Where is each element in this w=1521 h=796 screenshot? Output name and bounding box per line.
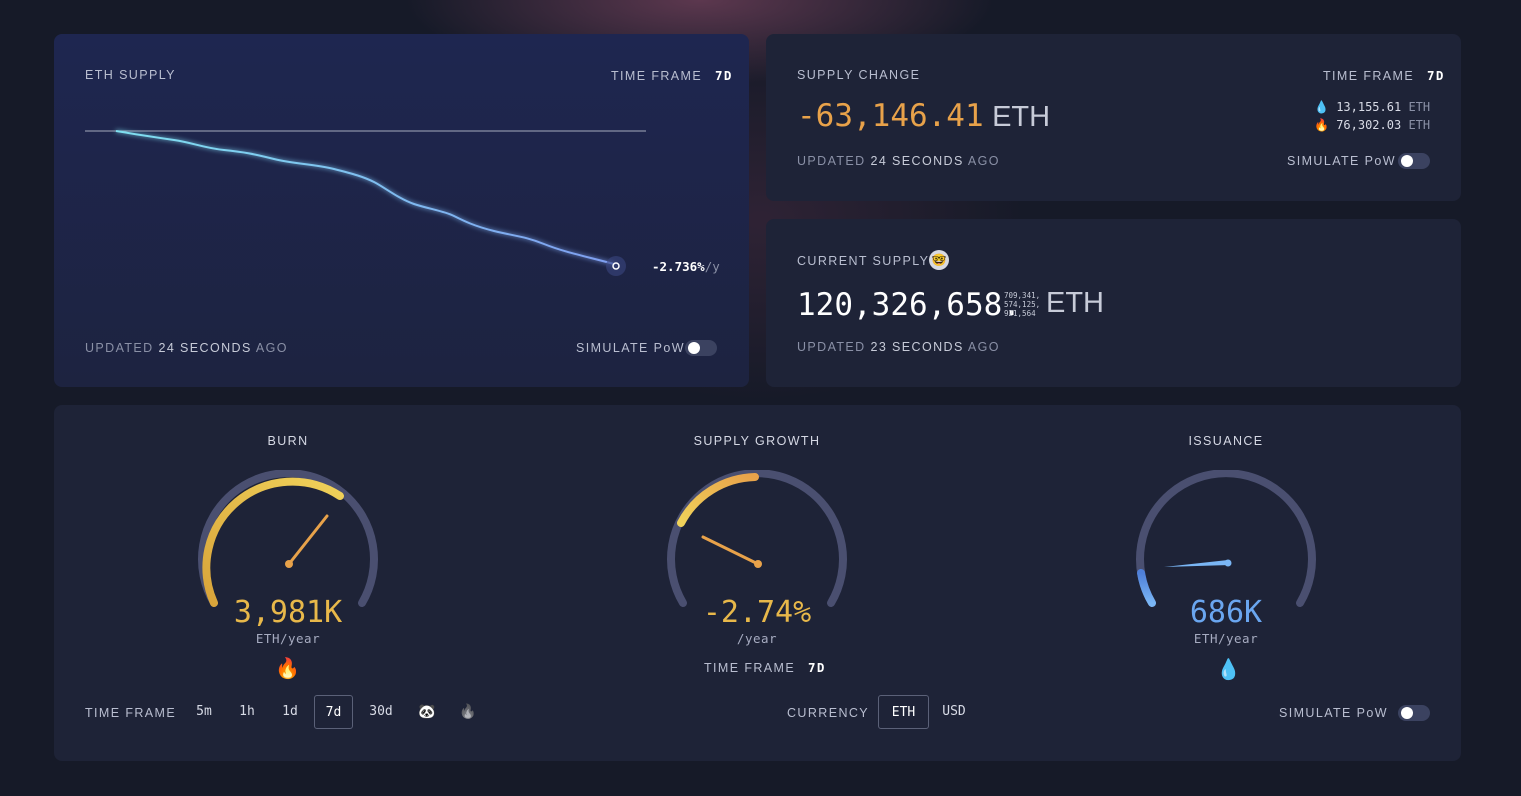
updated-value: 23 SECONDS (870, 340, 964, 354)
updated-value: 24 SECONDS (158, 341, 252, 355)
currency-usd[interactable]: USD (942, 704, 966, 719)
time-frame-label: TIME FRAME 7d (1323, 68, 1445, 83)
burn-value: 76,302.03 (1336, 118, 1402, 132)
time-frame-5m[interactable]: 5m (196, 704, 212, 719)
time-frame-label-text: TIME FRAME (611, 69, 703, 83)
burn-gauge-fill (202, 477, 344, 607)
issuance-value: 686K (1189, 595, 1263, 630)
issuance-gauge-needle (1164, 560, 1230, 567)
supply-growth-time-frame: TIME FRAME 7d (704, 660, 826, 675)
time-frame-value: 7d (1426, 68, 1445, 83)
updated-prefix: UPDATED (85, 341, 154, 355)
time-frame-label-text: TIME FRAME (1323, 69, 1415, 83)
current-supply-value: 120,326,658. (797, 287, 1021, 323)
current-supply-unit: ETH (1046, 287, 1104, 319)
issuance-gauge-track (1136, 470, 1316, 607)
issuance-gauge-fill (1137, 569, 1156, 607)
updated-prefix: UPDATED (797, 340, 866, 354)
time-frame-7d[interactable]: 7d (314, 695, 353, 729)
updated-suffix: AGO (967, 340, 1000, 354)
eth-supply-card: ETH SUPPLY TIME FRAME 7d -2.736%/y UPDAT… (54, 34, 749, 387)
supply-growth-gauge-fill (677, 473, 759, 527)
supply-growth-title: SUPPLY GROWTH (693, 434, 821, 448)
supply-change-number: -63,146.41 (797, 98, 984, 134)
droplet-icon: 💧 (1314, 100, 1329, 114)
updated-suffix: AGO (255, 341, 288, 355)
decimals-line-2: 574,125, (1004, 300, 1041, 309)
burn-unit: ETH (1408, 118, 1431, 132)
simulate-pow-toggle[interactable] (685, 340, 717, 356)
time-frame-value: 7d (714, 68, 733, 83)
currency-eth[interactable]: ETH (878, 695, 929, 729)
time-frame-label: TIME FRAME 7d (611, 68, 733, 83)
droplet-icon: 💧 (1216, 659, 1241, 681)
updated-label: UPDATED 24 SECONDS AGO (85, 341, 288, 355)
updated-prefix: UPDATED (797, 154, 866, 168)
simulate-pow-toggle[interactable] (1398, 705, 1430, 721)
burn-unit: ETH/year (255, 631, 321, 646)
supply-growth-gauge-needle (701, 535, 760, 566)
time-frame-1d[interactable]: 1d (282, 704, 298, 719)
updated-value: 24 SECONDS (870, 154, 964, 168)
supply-rate-annotation: -2.736%/y (652, 259, 720, 274)
issuance-value: 13,155.61 (1336, 100, 1402, 114)
updated-suffix: AGO (967, 154, 1000, 168)
supply-change-value: -63,146.41 ETH (797, 98, 1050, 134)
supply-rate-value: -2.736% (652, 259, 705, 274)
issuance-breakdown: 💧 13,155.61 ETH (1314, 100, 1430, 114)
supply-rate-unit: /y (704, 259, 720, 274)
updated-label: UPDATED 24 SECONDS AGO (797, 154, 1000, 168)
burn-gauge-needle (287, 514, 329, 566)
fire-icon: 🔥 (1314, 118, 1329, 132)
flame-icon[interactable]: 🔥 (459, 704, 477, 720)
currency-label: CURRENCY (787, 706, 870, 720)
nerd-face-icon: 🤓 (929, 250, 949, 270)
supply-growth-gauge-track (667, 470, 847, 607)
current-supply-number: 120,326,658. (797, 287, 1021, 323)
simulate-pow-label: SIMULATE PoW (1279, 706, 1388, 720)
burn-title: BURN (267, 434, 309, 448)
fire-icon: 🔥 (275, 658, 300, 680)
time-frame-30d[interactable]: 30d (369, 704, 393, 719)
supply-growth-gauge (667, 470, 847, 607)
supply-change-unit: ETH (992, 101, 1051, 133)
gauges-card: BURN 3,981K ETH/year 🔥 SUPPLY GROWTH -2.… (54, 405, 1461, 761)
simulate-pow-label: SIMULATE PoW (576, 341, 685, 355)
panda-icon[interactable]: 🐼 (418, 704, 436, 720)
eth-supply-chart (85, 130, 646, 276)
issuance-title: ISSUANCE (1188, 434, 1264, 448)
supply-change-title: SUPPLY CHANGE (797, 68, 921, 82)
issuance-gauge (1136, 470, 1316, 607)
simulate-pow-toggle[interactable] (1398, 153, 1430, 169)
supply-change-card: SUPPLY CHANGE TIME FRAME 7d -63,146.41 E… (766, 34, 1461, 201)
time-frame-selector-label: TIME FRAME (85, 706, 177, 720)
issuance-unit: ETH (1408, 100, 1431, 114)
burn-value: 3,981K (233, 595, 343, 630)
issuance-unit: ETH/year (1193, 631, 1259, 646)
time-frame-1h[interactable]: 1h (239, 704, 255, 719)
decimals-line-3: 921,564 (1004, 309, 1036, 318)
supply-growth-value: -2.74% (702, 595, 812, 630)
burn-gauge (198, 470, 378, 607)
updated-label: UPDATED 23 SECONDS AGO (797, 340, 1000, 354)
supply-trend-line (115, 130, 615, 265)
simulate-pow-label: SIMULATE PoW (1287, 154, 1396, 168)
current-supply-title: CURRENT SUPPLY (797, 254, 930, 268)
supply-growth-unit: /year (736, 631, 778, 646)
eth-supply-title: ETH SUPPLY (85, 68, 176, 82)
current-supply-decimals: 709,341, 574,125, 921,564 (1004, 291, 1040, 318)
chart-endpoint-glow (606, 256, 626, 276)
current-supply-card: CURRENT SUPPLY 🤓 120,326,658. 709,341, 5… (766, 219, 1461, 387)
burn-gauge-track (198, 470, 378, 607)
time-frame-label-text: TIME FRAME (704, 661, 796, 675)
decimals-line-1: 709,341, (1004, 291, 1041, 300)
time-frame-value: 7d (807, 660, 826, 675)
chart-endpoint (612, 262, 620, 270)
burn-breakdown: 🔥 76,302.03 ETH (1314, 118, 1430, 132)
